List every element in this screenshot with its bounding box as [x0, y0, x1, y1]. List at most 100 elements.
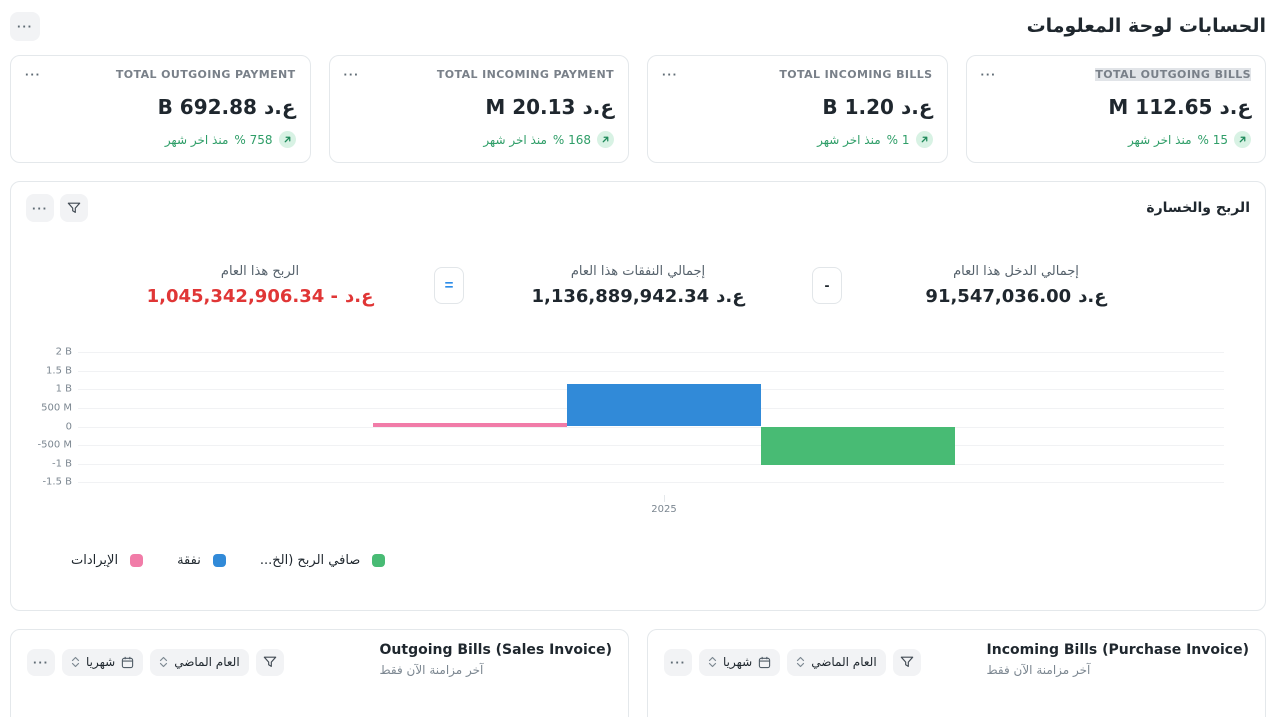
card-menu-button[interactable]: ··· [662, 68, 678, 81]
filter-button[interactable] [892, 648, 921, 676]
equals-button[interactable]: = [434, 267, 464, 304]
legend-item-net-profit[interactable]: صافي الربح (الخ... [260, 553, 386, 568]
chart-legend: الإيرادات نفقة صافي الربح (الخ... [71, 553, 1250, 568]
total-expenses-stat: إجمالي النفقات هذا العام 1,136,889,942.3… [464, 264, 812, 307]
x-axis-tick-label: 2025 [651, 503, 677, 515]
chart-filter-button[interactable] [60, 194, 88, 222]
y-axis-tick-label: -1 B [51, 458, 72, 470]
stat-value: B 1.20 ع.د [822, 95, 933, 119]
stat-change-text: منذ اخر شهر [483, 132, 547, 147]
card-menu-button[interactable]: ··· [27, 648, 55, 676]
stat-change: 1 % منذ اخر شهر [662, 131, 933, 148]
page-menu-button[interactable]: ··· [10, 11, 40, 41]
y-axis-tick-label: 2 B [55, 346, 72, 358]
stat-cards-row: TOTAL OUTGOING BILLS ··· M 112.65 ع.د 15 … [10, 55, 1266, 163]
gridline [78, 370, 1224, 372]
legend-swatch-green [372, 554, 386, 567]
stat-label: إجمالي الدخل هذا العام [953, 264, 1079, 279]
legend-swatch-pink [130, 554, 144, 567]
stat-value: M 20.13 ع.د [485, 95, 614, 119]
card-menu-button[interactable]: ··· [344, 68, 360, 81]
stat-change-percent: 168 % [552, 132, 591, 147]
stat-change: 758 % منذ اخر شهر [25, 131, 296, 148]
ellipsis-icon: ··· [33, 654, 49, 670]
period-select[interactable]: العام الماضي [787, 648, 886, 676]
incoming-bills-card: Incoming Bills (Purchase Invoice) آخر مز… [647, 629, 1266, 717]
x-axis-tick [664, 494, 665, 502]
card-menu-button[interactable]: ··· [981, 68, 997, 81]
stat-value: M 112.65 ع.د [1108, 95, 1251, 119]
period-select[interactable]: العام الماضي [150, 648, 249, 676]
bottom-cards-row: Incoming Bills (Purchase Invoice) آخر مز… [10, 629, 1266, 717]
chevron-updown-icon [71, 656, 80, 668]
stat-label: TOTAL OUTGOING PAYMENT [115, 68, 296, 81]
legend-item-expense[interactable]: نفقة [177, 553, 226, 568]
chevron-updown-icon [797, 656, 805, 668]
stat-change-percent: 1 % [886, 132, 910, 147]
y-axis-tick-label: 0 [65, 421, 72, 432]
chevron-updown-icon [708, 656, 717, 668]
funnel-icon [263, 656, 276, 667]
outgoing-bills-card: Outgoing Bills (Sales Invoice) آخر مزامن… [10, 629, 629, 717]
gridline [78, 445, 1224, 447]
y-axis-tick-label: 500 M [41, 402, 72, 414]
bar-net-profit[interactable] [761, 426, 955, 466]
ellipsis-icon: ··· [343, 67, 360, 82]
card-menu-button[interactable]: ··· [25, 68, 41, 81]
trend-up-icon [915, 131, 933, 148]
ellipsis-icon: ··· [17, 18, 33, 34]
ellipsis-icon: ··· [32, 200, 48, 216]
filter-button[interactable] [255, 648, 284, 676]
stat-card-total-incoming-bills: TOTAL INCOMING BILLS ··· B 1.20 ع.د 1 % م… [647, 55, 948, 163]
gridline [78, 426, 1224, 428]
stat-change-percent: 758 % [234, 132, 273, 147]
chart-menu-button[interactable]: ··· [26, 194, 54, 222]
stat-change-percent: 15 % [1197, 132, 1229, 147]
stat-change: 168 % منذ اخر شهر [344, 131, 614, 148]
y-axis-tick-label: 1 B [55, 383, 72, 395]
gridline [78, 463, 1224, 465]
stat-label: TOTAL OUTGOING BILLS [1095, 68, 1251, 81]
last-synced-text: آخر مزامنة الآن فقط [379, 663, 484, 677]
profit-this-year-stat: الربح هذا العام 1,045,342,906.34 - ع.د [86, 264, 434, 307]
stat-label: TOTAL INCOMING PAYMENT [436, 68, 614, 81]
calendar-icon [759, 656, 771, 668]
legend-item-revenue[interactable]: الإيرادات [71, 553, 144, 568]
minus-button[interactable]: - [812, 267, 842, 304]
y-axis-tick-label: -1.5 B [42, 476, 72, 488]
ellipsis-icon: ··· [25, 67, 41, 82]
bar-expense[interactable] [567, 384, 761, 427]
stat-value: 91,547,036.00 ع.د [925, 286, 1107, 307]
stat-label: الربح هذا العام [220, 264, 300, 279]
chevron-updown-icon [160, 656, 168, 668]
stat-label: TOTAL INCOMING BILLS [779, 68, 933, 81]
stat-value-negative: 1,045,342,906.34 - ع.د [146, 286, 374, 307]
ellipsis-icon: ··· [980, 67, 997, 82]
y-axis-tick-label: -500 M [37, 439, 72, 451]
card-menu-button[interactable]: ··· [664, 648, 692, 676]
trend-up-icon [597, 131, 614, 148]
page-header: ··· الحسابات لوحة المعلومات [10, 8, 1266, 44]
stat-card-total-outgoing-bills: TOTAL OUTGOING BILLS ··· M 112.65 ع.د 15 … [965, 55, 1266, 163]
bar-revenue[interactable] [373, 423, 567, 427]
calendar-icon [122, 656, 134, 668]
funnel-icon [900, 656, 913, 667]
last-synced-text: آخر مزامنة الآن فقط [986, 663, 1091, 677]
ellipsis-icon: ··· [662, 67, 678, 82]
card-title: Outgoing Bills (Sales Invoice) [379, 642, 612, 658]
legend-swatch-blue [212, 554, 226, 567]
stat-value: 1,136,889,942.34 ع.د [531, 286, 745, 307]
gridline [78, 482, 1224, 484]
frequency-select[interactable]: شهريا [62, 648, 144, 676]
trend-up-icon [278, 131, 296, 148]
page-title: الحسابات لوحة المعلومات [1026, 15, 1266, 37]
trend-up-icon [1234, 131, 1251, 148]
card-title: Incoming Bills (Purchase Invoice) [986, 642, 1249, 658]
stat-change-text: منذ اخر شهر [1127, 132, 1192, 147]
profit-loss-title: الربح والخسارة [1146, 200, 1250, 216]
frequency-select[interactable]: شهريا [699, 648, 781, 676]
stat-card-total-incoming-payment: TOTAL INCOMING PAYMENT ··· M 20.13 ع.د 16… [328, 55, 629, 163]
stat-value: B 692.88 ع.د [157, 95, 296, 119]
stat-label: إجمالي النفقات هذا العام [570, 264, 706, 279]
